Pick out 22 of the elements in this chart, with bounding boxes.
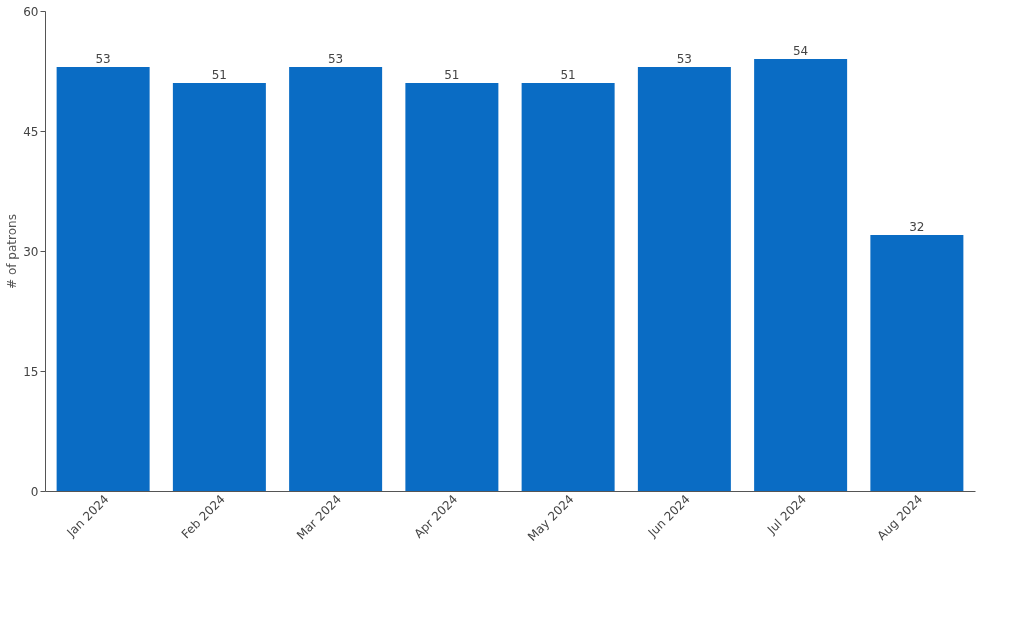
- y-tick-label: 0: [30, 484, 39, 499]
- y-tick-label: 45: [23, 124, 39, 139]
- data-label: 53: [95, 52, 111, 66]
- bar: [870, 235, 964, 491]
- bar: [521, 83, 615, 491]
- bar: [405, 83, 499, 491]
- data-label: 51: [444, 68, 460, 82]
- y-tick-label: 15: [23, 364, 39, 379]
- data-label: 53: [327, 52, 344, 66]
- data-label: 51: [211, 68, 228, 82]
- bar: [172, 83, 266, 491]
- y-tick-label: 60: [23, 4, 39, 19]
- data-label: 51: [560, 68, 576, 82]
- bar: [637, 67, 731, 491]
- y-axis-title: # of patrons: [5, 214, 20, 289]
- data-label: 32: [909, 220, 925, 234]
- bar: [754, 59, 848, 491]
- bar: [289, 67, 383, 491]
- data-label: 53: [676, 52, 693, 66]
- y-tick-label: 30: [23, 244, 39, 259]
- bar: [56, 67, 150, 491]
- data-label: 54: [792, 44, 809, 58]
